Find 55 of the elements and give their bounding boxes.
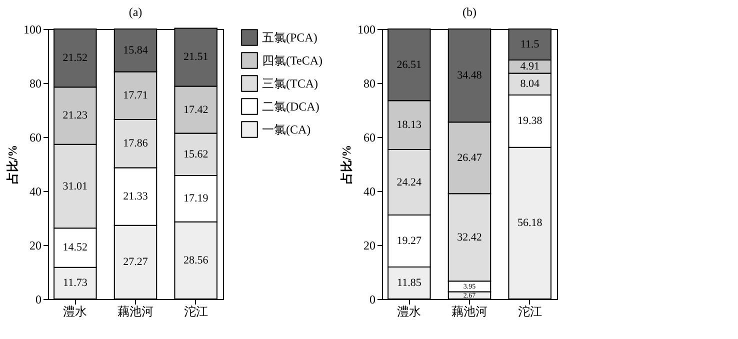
y-axis-title: 占比/%: [340, 144, 354, 184]
legend-label: 四氯(TeCA): [262, 54, 322, 68]
data-label: 17.19: [183, 192, 209, 205]
data-label: 11.5: [520, 38, 540, 50]
data-label: 28.56: [183, 254, 209, 266]
data-label: 32.42: [457, 231, 482, 244]
data-label: 31.01: [62, 180, 88, 192]
data-label: 21.51: [183, 51, 208, 64]
data-label: 15.62: [183, 148, 208, 160]
chart-title: (a): [128, 5, 142, 19]
y-tick-label: 100: [24, 22, 42, 36]
legend-label: 三氯(TCA): [262, 76, 318, 90]
data-label: 24.24: [396, 176, 422, 188]
data-label: 17.71: [123, 90, 148, 102]
legend-label: 五氯(PCA): [262, 30, 318, 44]
data-label: 19.27: [396, 234, 422, 247]
y-tick-label: 20: [30, 238, 42, 252]
x-tick-label: 澧水: [397, 304, 422, 318]
y-tick-label: 60: [364, 130, 376, 144]
x-tick-label: 沱江: [518, 304, 542, 318]
data-label: 26.51: [396, 58, 422, 71]
x-tick-label: 藕池河: [452, 304, 488, 318]
y-tick-label: 100: [358, 22, 376, 36]
legend-label: 二氯(DCA): [262, 100, 320, 114]
data-label: 26.47: [457, 152, 482, 164]
data-label: 21.23: [62, 110, 88, 122]
y-tick-label: 0: [370, 292, 376, 306]
data-label: 8.04: [520, 78, 540, 90]
legend-label: 一氯(CA): [262, 122, 311, 136]
data-label: 21.52: [62, 52, 88, 64]
y-tick-label: 40: [364, 184, 376, 198]
y-tick-label: 0: [36, 292, 42, 306]
data-label: 19.38: [517, 115, 543, 128]
data-label: 11.85: [396, 277, 422, 290]
data-label: 15.84: [123, 44, 148, 56]
y-tick-label: 40: [30, 184, 42, 198]
x-tick-label: 藕池河: [118, 304, 154, 318]
data-label: 18.13: [396, 119, 422, 132]
y-tick-label: 80: [30, 76, 42, 90]
data-label: 56.18: [517, 217, 543, 230]
data-label: 14.52: [62, 242, 88, 254]
data-label: 17.86: [123, 138, 148, 150]
data-label: 27.27: [123, 256, 148, 268]
y-axis-title: 占比/%: [6, 144, 20, 184]
y-tick-label: 20: [364, 238, 376, 252]
x-tick-label: 沱江: [184, 304, 208, 318]
y-tick-label: 80: [364, 76, 376, 90]
y-tick-label: 60: [30, 130, 42, 144]
x-tick-label: 澧水: [63, 304, 88, 318]
data-label: 21.33: [123, 190, 148, 203]
data-label: 17.42: [183, 104, 208, 116]
data-label: 4.91: [520, 60, 540, 73]
chart-title: (b): [462, 5, 476, 19]
data-label: 34.48: [457, 70, 482, 82]
data-label: 11.73: [62, 277, 88, 290]
